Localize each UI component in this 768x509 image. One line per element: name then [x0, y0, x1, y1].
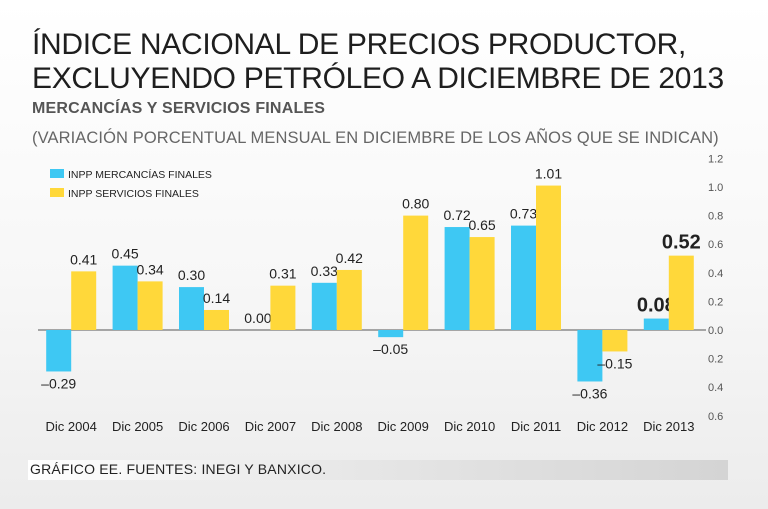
chart-title: ÍNDICE NACIONAL DE PRECIOS PRODUCTOR, EX…	[32, 28, 724, 96]
y-tick-label: 0.2	[708, 354, 723, 366]
data-label: 0.80	[402, 196, 429, 212]
bar-mercancias	[378, 330, 404, 338]
x-tick-label: Dic 2007	[245, 419, 296, 434]
bar-mercancias	[577, 330, 603, 382]
y-tick-label: 0.6	[708, 239, 723, 251]
y-tick-label: 1.2	[708, 153, 723, 165]
bar-mercancias	[179, 287, 204, 330]
bar-servicios	[336, 269, 362, 330]
bar-servicios	[469, 237, 495, 330]
source-note: GRÁFICO EE. FUENTES: INEGI Y BANXICO.	[30, 461, 327, 477]
bar-servicios	[668, 255, 694, 330]
footer-bar: GRÁFICO EE. FUENTES: INEGI Y BANXICO.	[28, 460, 728, 480]
bar-servicios	[403, 215, 429, 330]
legend-swatch	[50, 169, 64, 178]
data-label: 0.08	[637, 295, 676, 317]
bar-mercancias	[511, 225, 536, 330]
bar-servicios	[204, 309, 229, 330]
x-tick-label: Dic 2004	[46, 419, 97, 434]
y-tick-label: 0.8	[708, 211, 723, 223]
legend-label: INPP SERVICIOS FINALES	[68, 188, 199, 200]
data-label: 0.73	[510, 206, 537, 222]
data-label: 0.41	[70, 251, 97, 267]
data-label: 0.14	[203, 290, 230, 306]
bar-mercancias	[46, 330, 72, 372]
data-label: –0.36	[572, 385, 607, 401]
y-tick-label: 0.2	[708, 296, 723, 308]
bar-mercancias	[643, 318, 669, 330]
data-label: 0.00	[244, 310, 271, 326]
x-tick-label: Dic 2013	[643, 419, 694, 434]
data-label: 0.33	[311, 263, 338, 279]
x-tick-label: Dic 2009	[378, 419, 429, 434]
bar-servicios	[137, 281, 163, 330]
bar-mercancias	[112, 265, 138, 330]
y-tick-label: 0.4	[708, 382, 723, 394]
legend-label: INPP MERCANCÍAS FINALES	[68, 168, 212, 181]
x-tick-label: Dic 2008	[311, 419, 362, 434]
bar-mercancias	[311, 282, 337, 330]
chart-title-line1: ÍNDICE NACIONAL DE PRECIOS PRODUCTOR,	[32, 28, 686, 61]
data-label: 0.72	[443, 207, 470, 223]
x-tick-label: Dic 2005	[112, 419, 163, 434]
bar-servicios	[602, 330, 628, 352]
data-label: 0.52	[662, 232, 701, 254]
bar-mercancias	[444, 227, 470, 330]
x-tick-label: Dic 2010	[444, 419, 495, 434]
data-label: 0.30	[178, 267, 205, 283]
data-label: 0.65	[468, 217, 495, 233]
chart-title-line2: EXCLUYENDO PETRÓLEO A DICIEMBRE DE 2013	[32, 62, 724, 95]
y-tick-label: 1.0	[708, 182, 723, 194]
y-tick-label: 0.6	[708, 411, 723, 423]
bar-servicios	[71, 271, 97, 330]
data-label: 0.42	[336, 250, 363, 266]
data-label: –0.29	[41, 375, 76, 391]
x-tick-label: Dic 2011	[511, 419, 561, 434]
data-label: 1.01	[535, 166, 562, 182]
x-tick-label: Dic 2006	[178, 419, 229, 434]
data-label: –0.05	[373, 341, 408, 357]
y-tick-label: 0.4	[708, 268, 723, 280]
data-label: –0.15	[597, 355, 632, 371]
y-tick-label: 0.0	[708, 325, 723, 337]
x-tick-label: Dic 2012	[577, 419, 628, 434]
data-label: 0.31	[269, 266, 296, 282]
data-label: 0.45	[111, 246, 138, 262]
chart-note: (VARIACIÓN PORCENTUAL MENSUAL EN DICIEMB…	[32, 129, 719, 147]
data-label: 0.34	[136, 261, 163, 277]
bar-servicios	[536, 185, 561, 330]
chart-subtitle: MERCANCÍAS Y SERVICIOS FINALES	[32, 100, 326, 117]
legend-swatch	[50, 188, 64, 197]
bar-servicios	[270, 285, 296, 330]
